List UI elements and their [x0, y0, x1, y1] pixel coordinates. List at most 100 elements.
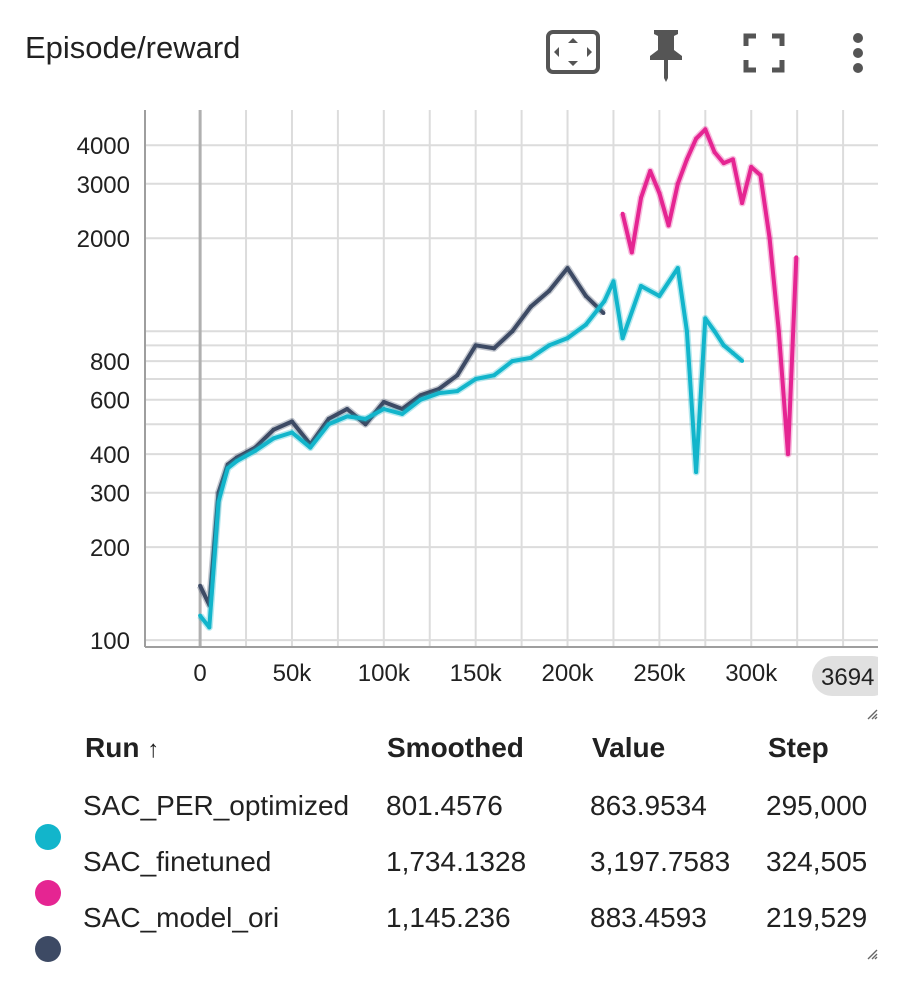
data-point	[730, 157, 735, 162]
data-point	[611, 279, 616, 284]
data-point	[528, 304, 533, 309]
data-point	[740, 200, 745, 205]
data-point	[363, 416, 368, 421]
chart-resize-handle-icon[interactable]	[866, 708, 878, 720]
data-point	[749, 165, 754, 170]
y-tick-label: 100	[90, 628, 130, 655]
chart-toolbar	[530, 22, 880, 86]
y-tick-label: 300	[90, 481, 130, 508]
x-tick-label: 200k	[542, 660, 595, 687]
data-point	[363, 422, 368, 427]
data-point	[583, 293, 588, 298]
data-point	[712, 329, 717, 334]
data-point	[675, 181, 680, 186]
y-tick-label: 4000	[77, 133, 130, 160]
y-tick-label: 3000	[77, 172, 130, 199]
series-raw-line	[196, 264, 606, 609]
axes: 100 200 300 400 600 800 2000 3000 4000 0 50k 100k 15…	[77, 110, 878, 696]
step-value: 324,505	[766, 846, 868, 877]
x-tick-label: 300k	[725, 660, 778, 687]
data-point	[620, 336, 625, 341]
data-point	[547, 343, 552, 348]
data-point	[510, 359, 515, 364]
data-point	[602, 299, 607, 304]
data-point	[794, 255, 799, 260]
data-point	[657, 293, 662, 298]
data-point	[381, 399, 386, 404]
data-point	[639, 284, 644, 289]
data-point	[289, 430, 294, 435]
data-point	[758, 173, 763, 178]
pin-button[interactable]	[636, 22, 700, 86]
data-point	[400, 406, 405, 411]
data-point	[565, 266, 570, 271]
data-point	[436, 391, 441, 396]
data-point	[776, 329, 781, 334]
y-tick-label: 400	[90, 442, 130, 469]
data-point	[473, 377, 478, 382]
x-hover-readout-label: 3694	[821, 664, 874, 691]
data-point	[648, 169, 653, 174]
data-point	[216, 499, 221, 504]
data-point	[492, 346, 497, 351]
data-point	[694, 136, 699, 141]
data-point	[684, 157, 689, 162]
data-point	[455, 373, 460, 378]
data-point	[721, 343, 726, 348]
data-point	[271, 436, 276, 441]
data-point	[381, 406, 386, 411]
data-point	[289, 419, 294, 424]
run-color-dot	[35, 880, 61, 906]
series-line	[620, 127, 799, 457]
data-point	[473, 343, 478, 348]
grid	[145, 110, 878, 647]
run-column-header[interactable]: Run ↑	[85, 732, 159, 764]
data-point	[436, 386, 441, 391]
data-point	[785, 452, 790, 457]
data-point	[308, 445, 313, 450]
data-point	[418, 393, 423, 398]
x-tick-label: 100k	[358, 660, 411, 687]
data-point	[730, 350, 735, 355]
data-point	[198, 613, 203, 618]
x-tick-label: 250k	[633, 660, 686, 687]
data-point	[601, 310, 606, 315]
x-tick-label: 50k	[273, 660, 313, 687]
data-point	[694, 470, 699, 475]
data-point	[455, 389, 460, 394]
data-point	[547, 288, 552, 293]
data-point	[565, 336, 570, 341]
data-point	[712, 150, 717, 155]
y-tick-label: 800	[90, 349, 130, 376]
fit-domain-button[interactable]	[538, 22, 602, 86]
raw-value: 883.4593	[590, 902, 707, 933]
chart-title: Episode/reward	[25, 30, 241, 65]
fullscreen-button[interactable]	[732, 22, 796, 86]
more-button[interactable]	[830, 22, 894, 86]
data-point	[207, 625, 212, 630]
chart-area[interactable]: 100 200 300 400 600 800 2000 3000 4000 0 50k 100k 15…	[0, 95, 905, 725]
value-column-header[interactable]: Value	[592, 732, 666, 763]
data-point	[703, 316, 708, 321]
step-column-header[interactable]: Step	[768, 732, 829, 763]
run-name: SAC_finetuned	[83, 846, 272, 877]
data-point	[639, 195, 644, 200]
data-point	[198, 583, 203, 588]
more-vert-icon	[853, 33, 863, 73]
fit-domain-icon	[546, 30, 600, 74]
data-point	[510, 329, 515, 334]
data-point	[657, 191, 662, 196]
data-point	[345, 406, 350, 411]
sort-ascending-icon: ↑	[147, 736, 160, 763]
data-point	[703, 127, 708, 132]
step-value: 219,529	[766, 902, 868, 933]
y-tick-label: 600	[90, 388, 130, 415]
data-point	[326, 416, 331, 421]
smoothed-value: 1,734.1328	[386, 846, 527, 877]
smoothed-column-header[interactable]: Smoothed	[387, 732, 524, 763]
table-resize-handle-icon[interactable]	[866, 948, 878, 960]
run-name: SAC_model_ori	[83, 902, 280, 933]
data-point	[767, 236, 772, 241]
data-point	[583, 322, 588, 327]
data-point	[400, 411, 405, 416]
